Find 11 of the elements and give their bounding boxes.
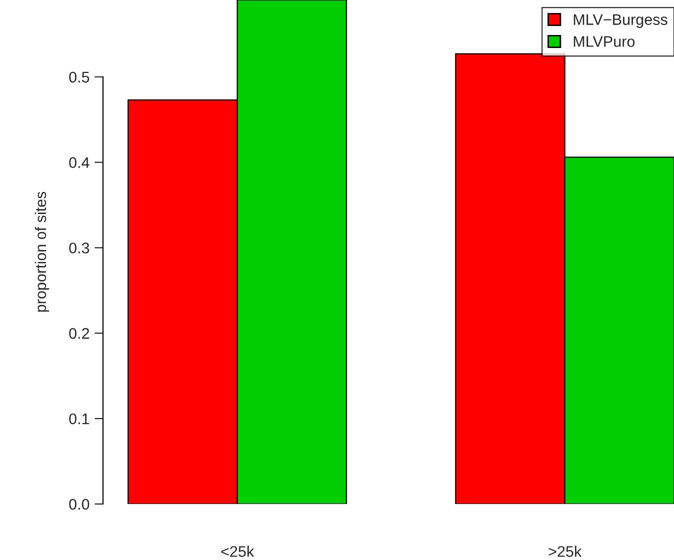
x-tick-label: <25k xyxy=(221,546,254,557)
y-tick-label: 0.1 xyxy=(69,413,90,424)
legend-label: MLVPuro xyxy=(574,36,635,47)
y-tick-label: 0.0 xyxy=(69,498,90,510)
y-axis-title: proportion of sites xyxy=(34,192,50,312)
legend-label: MLV−Burgess xyxy=(574,14,668,28)
y-tick-label: 0.4 xyxy=(69,157,90,168)
y-tick-label: 0.3 xyxy=(69,242,90,254)
y-tick-label: 0.2 xyxy=(69,328,90,339)
y-tick-label: 0.5 xyxy=(69,72,90,83)
x-tick-label: >25k xyxy=(548,546,582,557)
